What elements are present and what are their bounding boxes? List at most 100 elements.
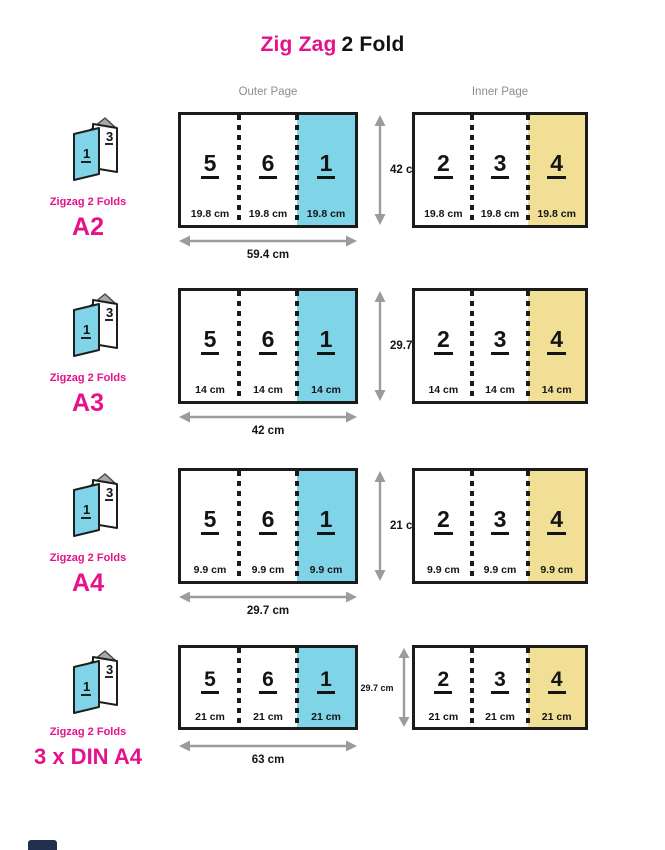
- inner-panel: 2 19.8 cm: [415, 115, 472, 225]
- fold-line: [236, 648, 241, 727]
- panel-number: 5: [201, 669, 219, 694]
- sheet-height-label: 29.7 cm: [360, 682, 394, 693]
- panel-number: 3: [490, 327, 510, 355]
- panel-number: 4: [547, 327, 567, 355]
- fold-type-label: Zigzag 2 Folds: [49, 552, 127, 564]
- svg-text:3: 3: [106, 305, 113, 320]
- fold-line: [294, 291, 299, 401]
- panel-width-label: 9.9 cm: [540, 564, 574, 576]
- bottom-cutoff-widget[interactable]: [28, 840, 57, 850]
- format-row-a4: 3 1 Zigzag 2 Folds A4 5 9.9 cm 6 9.9 cm …: [0, 468, 665, 638]
- height-arrow: [374, 291, 386, 401]
- panel-width-label: 14 cm: [253, 384, 283, 396]
- title-accent: Zig Zag: [260, 33, 337, 56]
- panel-width-label: 9.9 cm: [251, 564, 285, 576]
- panel-width-label: 19.8 cm: [537, 208, 576, 220]
- panel-width-label: 21 cm: [253, 711, 283, 723]
- panel-width-label: 19.8 cm: [480, 208, 520, 220]
- total-width-label: 42 cm: [251, 425, 285, 437]
- total-width-label: 63 cm: [251, 754, 285, 766]
- format-row-a2: 3 1 Zigzag 2 Folds A2 5 19.8 cm 6 19.8 c…: [0, 112, 665, 282]
- height-arrow: [374, 471, 386, 581]
- svg-text:3: 3: [106, 485, 113, 500]
- panel-number: 6: [258, 327, 278, 355]
- panel-width-label: 21 cm: [311, 711, 341, 723]
- format-name-label: A3: [72, 389, 104, 417]
- panel-number: 6: [259, 669, 277, 694]
- fold-type-label: Zigzag 2 Folds: [49, 372, 127, 384]
- panel-number: 1: [317, 669, 335, 694]
- outer-panel: 6 21 cm: [239, 648, 297, 727]
- inner-panel: 3 14 cm: [472, 291, 529, 401]
- panel-width-label: 21 cm: [195, 711, 225, 723]
- title-rest: 2 Fold: [341, 33, 405, 56]
- fold-line: [294, 471, 299, 581]
- svg-text:1: 1: [83, 146, 90, 161]
- height-arrow: [374, 115, 386, 225]
- panel-width-label: 19.8 cm: [424, 208, 463, 220]
- format-name-label: 3 x DIN A4: [33, 744, 142, 769]
- total-width-label: 29.7 cm: [246, 605, 290, 617]
- panel-number: 2: [433, 327, 453, 355]
- inner-panel: 2 14 cm: [415, 291, 472, 401]
- width-arrow: [179, 740, 357, 752]
- page-title: Zig Zag 2 Fold: [0, 33, 665, 57]
- zigzag-fold-icon: 3 1: [73, 117, 118, 181]
- panel-width-label: 21 cm: [485, 711, 515, 723]
- outer-page-diagram: 5 19.8 cm 6 19.8 cm 1 19.8 cm: [178, 112, 358, 228]
- panel-width-label: 9.9 cm: [426, 564, 460, 576]
- outer-panel: 1 21 cm: [297, 648, 355, 727]
- width-arrow: [179, 235, 357, 247]
- format-row-a3: 3 1 Zigzag 2 Folds A3 5 14 cm 6 14 cm 1 …: [0, 288, 665, 458]
- panel-number: 4: [547, 669, 566, 694]
- panel-width-label: 21 cm: [428, 711, 459, 723]
- fold-line: [526, 291, 531, 401]
- panel-width-label: 14 cm: [428, 384, 459, 396]
- panel-width-label: 21 cm: [541, 711, 572, 723]
- fold-line: [469, 115, 474, 225]
- panel-number: 1: [316, 327, 336, 355]
- panel-number: 1: [316, 151, 336, 179]
- panel-number: 3: [490, 507, 510, 535]
- panel-width-label: 9.9 cm: [309, 564, 343, 576]
- panel-width-label: 19.8 cm: [190, 208, 230, 220]
- outer-panel: 5 21 cm: [181, 648, 239, 727]
- inner-panel: 4 19.8 cm: [528, 115, 586, 225]
- outer-page-diagram: 5 21 cm 6 21 cm 1 21 cm: [178, 645, 358, 730]
- inner-panel: 2 9.9 cm: [415, 471, 472, 581]
- svg-text:3: 3: [106, 129, 113, 144]
- panel-width-label: 9.9 cm: [483, 564, 517, 576]
- fold-type-label: Zigzag 2 Folds: [49, 726, 127, 738]
- outer-panel: 1 14 cm: [297, 291, 355, 401]
- inner-page-diagram: 2 21 cm 3 21 cm 4 21 cm: [412, 645, 588, 730]
- panel-number: 2: [434, 669, 453, 694]
- width-arrow: [179, 411, 357, 423]
- inner-panel: 3 21 cm: [472, 648, 529, 727]
- format-name-label: A2: [72, 213, 104, 241]
- inner-panel: 4 14 cm: [528, 291, 586, 401]
- outer-page-header: Outer Page: [238, 86, 298, 98]
- fold-line: [236, 291, 241, 401]
- fold-line: [469, 291, 474, 401]
- panel-width-label: 14 cm: [311, 384, 341, 396]
- outer-panel: 5 14 cm: [181, 291, 239, 401]
- outer-panel: 1 19.8 cm: [297, 115, 355, 225]
- outer-page-diagram: 5 9.9 cm 6 9.9 cm 1 9.9 cm: [178, 468, 358, 584]
- panel-number: 6: [258, 507, 278, 535]
- inner-page-diagram: 2 9.9 cm 3 9.9 cm 4 9.9 cm: [412, 468, 588, 584]
- fold-line: [236, 115, 241, 225]
- outer-panel: 6 19.8 cm: [239, 115, 297, 225]
- outer-panel: 1 9.9 cm: [297, 471, 355, 581]
- panel-number: 5: [200, 327, 220, 355]
- inner-page-diagram: 2 14 cm 3 14 cm 4 14 cm: [412, 288, 588, 404]
- fold-line: [526, 115, 531, 225]
- zigzag-fold-icon: 3 1: [73, 473, 118, 537]
- inner-panel: 3 9.9 cm: [472, 471, 529, 581]
- format-row-3xdina4: 3 1 Zigzag 2 Folds 3 x DIN A4 5 21 cm 6 …: [0, 645, 665, 815]
- inner-panel: 4 9.9 cm: [528, 471, 586, 581]
- panel-width-label: 14 cm: [541, 384, 572, 396]
- inner-panel: 2 21 cm: [415, 648, 472, 727]
- height-arrow: [398, 648, 410, 727]
- fold-line: [294, 648, 299, 727]
